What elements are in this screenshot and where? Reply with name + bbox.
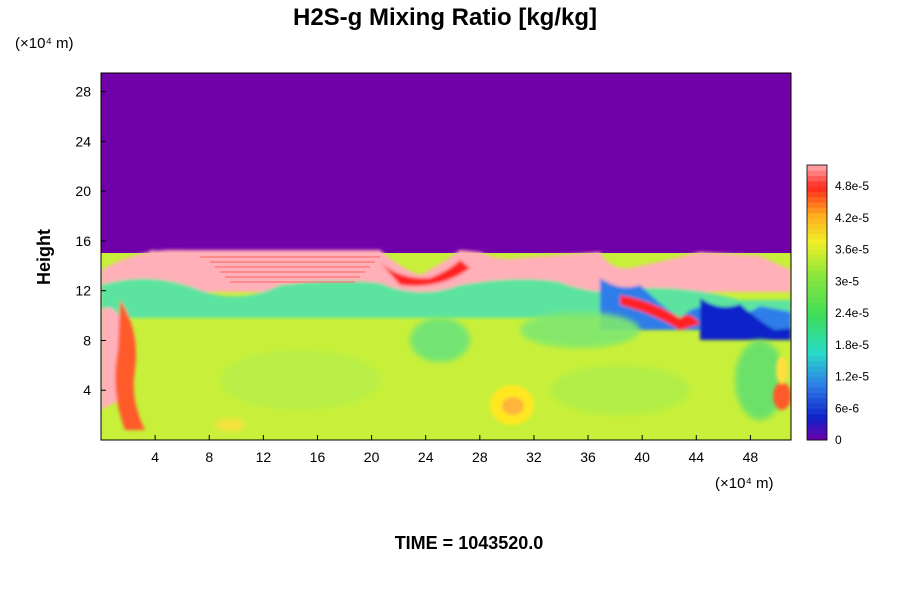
- plot-frame: [100, 72, 792, 441]
- time-footer: TIME = 1043520.0: [395, 533, 544, 553]
- colorbar-segment: [807, 228, 827, 235]
- x-tick-label: 20: [364, 449, 380, 465]
- colorbar-segment: [807, 402, 827, 409]
- colorbar-label: 1.8e-5: [835, 338, 869, 352]
- colorbar-segment: [807, 328, 827, 335]
- colorbar-label: 1.2e-5: [835, 370, 869, 384]
- colorbar-segment: [807, 297, 827, 303]
- y-tick-label: 28: [75, 84, 91, 100]
- colorbar-segment: [807, 355, 827, 362]
- colorbar-segment: [807, 392, 827, 399]
- colorbar-segment: [807, 270, 827, 277]
- colorbar-segment: [807, 429, 827, 436]
- colorbar-segment: [807, 291, 827, 298]
- colorbar-segment: [807, 360, 827, 367]
- y-axis-label: Height: [34, 229, 54, 285]
- colorbar-segment: [807, 376, 827, 383]
- colorbar-segment: [807, 323, 827, 330]
- colorbar-label: 4.2e-5: [835, 211, 869, 225]
- y-tick-label: 8: [83, 332, 91, 348]
- colorbar-segment: [807, 233, 827, 240]
- x-tick-label: 48: [743, 449, 759, 465]
- colorbar-label: 0: [835, 433, 842, 447]
- colorbar-segment: [807, 350, 827, 356]
- colorbar-segment: [807, 344, 827, 351]
- colorbar-segment: [807, 202, 827, 208]
- colorbar-segment: [807, 413, 827, 420]
- colorbar-label: 4.8e-5: [835, 179, 869, 193]
- colorbar-segment: [807, 265, 827, 272]
- colorbar-segment: [807, 434, 827, 441]
- colorbar-segment: [807, 223, 827, 229]
- y-unit-label: (×10⁴ m): [15, 35, 74, 52]
- colorbar-segment: [807, 212, 827, 219]
- colorbar-segment: [807, 408, 827, 415]
- heatmap-field: [101, 73, 791, 440]
- y-tick-label: 24: [75, 133, 91, 149]
- y-axis: 4 8 12 16 20 24 28: [75, 84, 106, 398]
- colorbar-segment: [807, 313, 827, 319]
- x-tick-label: 28: [472, 449, 488, 465]
- field-upper-region: [101, 73, 791, 253]
- x-tick-label: 4: [151, 449, 159, 465]
- colorbar-segment: [807, 424, 827, 430]
- colorbar-segment: [807, 281, 827, 288]
- colorbar-segment: [807, 180, 827, 187]
- x-tick-label: 8: [205, 449, 213, 465]
- colorbar-segment: [807, 207, 827, 214]
- high-value-patch: [490, 385, 534, 425]
- colorbar-segment: [807, 365, 827, 372]
- colorbar-segment: [807, 387, 827, 393]
- colorbar-segment: [807, 307, 827, 314]
- colorbar-segment: [807, 191, 827, 198]
- y-tick-label: 4: [83, 382, 91, 398]
- colorbar-segment: [807, 397, 827, 404]
- colorbar-segment: [807, 217, 827, 224]
- x-axis: 4 8 12 16 20 24 28 32 36 40 44 48: [151, 435, 758, 465]
- colorbar-frame: [806, 164, 828, 441]
- colorbar-segment: [807, 170, 827, 177]
- colorbar: 4.8e-5 4.2e-5 3.6e-5 3e-5 2.4e-5 1.8e-5 1.2e-5…: [806, 164, 869, 447]
- colorbar-label: 3e-5: [835, 274, 859, 288]
- colorbar-segment: [807, 186, 827, 192]
- colorbar-segment: [807, 286, 827, 293]
- colorbar-segment: [807, 244, 827, 251]
- x-tick-label: 36: [580, 449, 596, 465]
- colorbar-segment: [807, 339, 827, 346]
- colorbar-segment: [807, 260, 827, 266]
- chart-title: H2S-g Mixing Ratio [kg/kg]: [293, 4, 597, 31]
- y-tick-label: 20: [75, 183, 91, 199]
- x-tick-label: 16: [310, 449, 326, 465]
- x-unit-label: (×10⁴ m): [715, 475, 774, 492]
- x-tick-label: 40: [634, 449, 650, 465]
- y-tick-label: 16: [75, 233, 91, 249]
- colorbar-segment: [807, 418, 827, 425]
- colorbar-segment: [807, 249, 827, 256]
- colorbar-segment: [807, 334, 827, 341]
- colorbar-segment: [807, 254, 827, 261]
- y-tick-label: 12: [75, 283, 91, 299]
- colorbar-segment: [807, 239, 827, 245]
- colorbar-segment: [807, 165, 827, 171]
- x-tick-label: 12: [256, 449, 272, 465]
- colorbar-label: 3.6e-5: [835, 243, 869, 257]
- x-tick-label: 32: [526, 449, 542, 465]
- colorbar-label: 2.4e-5: [835, 306, 869, 320]
- colorbar-segment: [807, 196, 827, 203]
- colorbar-segment: [807, 302, 827, 309]
- x-tick-label: 24: [418, 449, 434, 465]
- x-tick-label: 44: [689, 449, 705, 465]
- stripe-region: [200, 256, 380, 283]
- colorbar-segment: [807, 318, 827, 325]
- colorbar-label: 6e-6: [835, 401, 859, 415]
- colorbar-segment: [807, 175, 827, 182]
- colorbar-segment: [807, 381, 827, 388]
- colorbar-segment: [807, 371, 827, 378]
- colorbar-segment: [807, 276, 827, 282]
